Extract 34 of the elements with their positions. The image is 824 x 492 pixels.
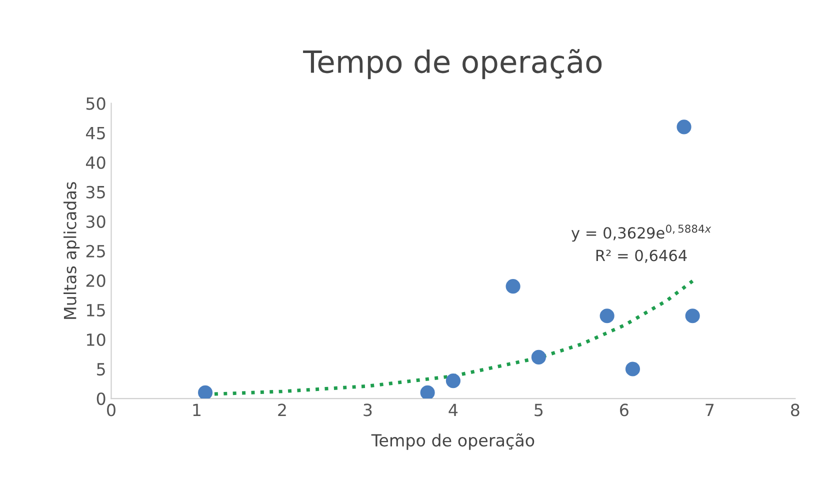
point — [506, 279, 520, 294]
y-tick-label: 0 — [96, 392, 106, 406]
x-tick-label: 3 — [364, 404, 372, 416]
y-tick-label: 40 — [86, 156, 106, 169]
x-tick-label: 0 — [107, 404, 116, 416]
point — [446, 374, 460, 388]
y-tick-label: 10 — [87, 333, 106, 346]
y-tick-label: 45 — [86, 127, 105, 140]
annotation: R² = 0,6464 — [596, 250, 687, 263]
annotation: y = 0,3629e$^{0,5884x}$ — [571, 224, 712, 242]
y-tick-label: 20 — [86, 274, 106, 288]
y-tick-label: 5 — [97, 363, 105, 376]
x-tick-label: 4 — [448, 404, 458, 416]
point — [676, 120, 692, 134]
chart-title: Tempo de operação — [303, 49, 602, 80]
point — [625, 362, 640, 376]
point — [198, 385, 213, 399]
x-axis-title: Tempo de operação — [371, 433, 534, 450]
y-tick-label: 25 — [86, 244, 105, 258]
x-tick-label: 2 — [278, 404, 286, 416]
y-tick-label: 15 — [87, 304, 105, 317]
point — [420, 385, 435, 399]
point — [600, 308, 614, 324]
point — [531, 350, 546, 364]
y-tick-label: 35 — [86, 186, 105, 198]
x-tick-label: 6 — [620, 404, 628, 416]
x-tick-label: 8 — [790, 404, 800, 416]
y-axis-title: Multas aplicadas — [63, 182, 80, 319]
x-tick-label: 5 — [534, 404, 543, 416]
y-tick-label: 30 — [86, 215, 106, 228]
y-tick-label: 50 — [86, 97, 106, 110]
point — [685, 308, 700, 324]
x-tick-label: 7 — [706, 404, 714, 416]
x-tick-label: 1 — [193, 404, 200, 416]
